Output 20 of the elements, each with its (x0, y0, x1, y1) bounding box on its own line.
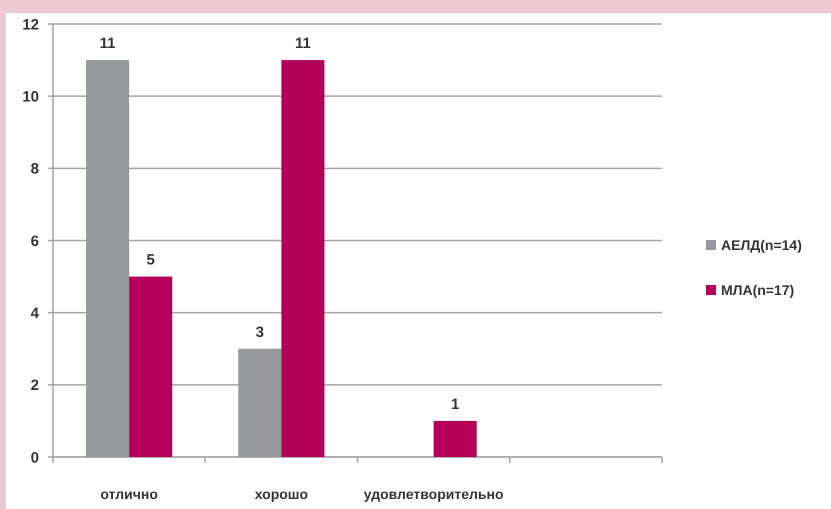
data-label: 1 (450, 396, 460, 413)
data-label: 5 (146, 252, 155, 269)
y-tick-label: 6 (30, 232, 39, 250)
legend-label: МЛА(n=17) (721, 282, 794, 298)
data-label: 3 (256, 324, 264, 341)
y-tick-label: 8 (30, 160, 39, 178)
bar (129, 276, 172, 457)
x-tick-label: отлично (100, 486, 158, 502)
y-tick-label: 2 (30, 377, 39, 394)
x-tick-label: удовлетворительно (364, 486, 504, 502)
data-label: 11 (100, 35, 116, 52)
x-tick-label: хорошо (254, 486, 308, 502)
y-tick-label: 12 (22, 16, 39, 34)
y-tick-label: 4 (30, 304, 40, 322)
bar (281, 60, 324, 457)
bar (434, 420, 477, 457)
y-tick-label: 0 (30, 449, 39, 466)
y-tick-label: 10 (22, 88, 39, 106)
legend-label: АЕЛД(n=14) (721, 236, 802, 253)
data-label: 11 (294, 35, 311, 52)
